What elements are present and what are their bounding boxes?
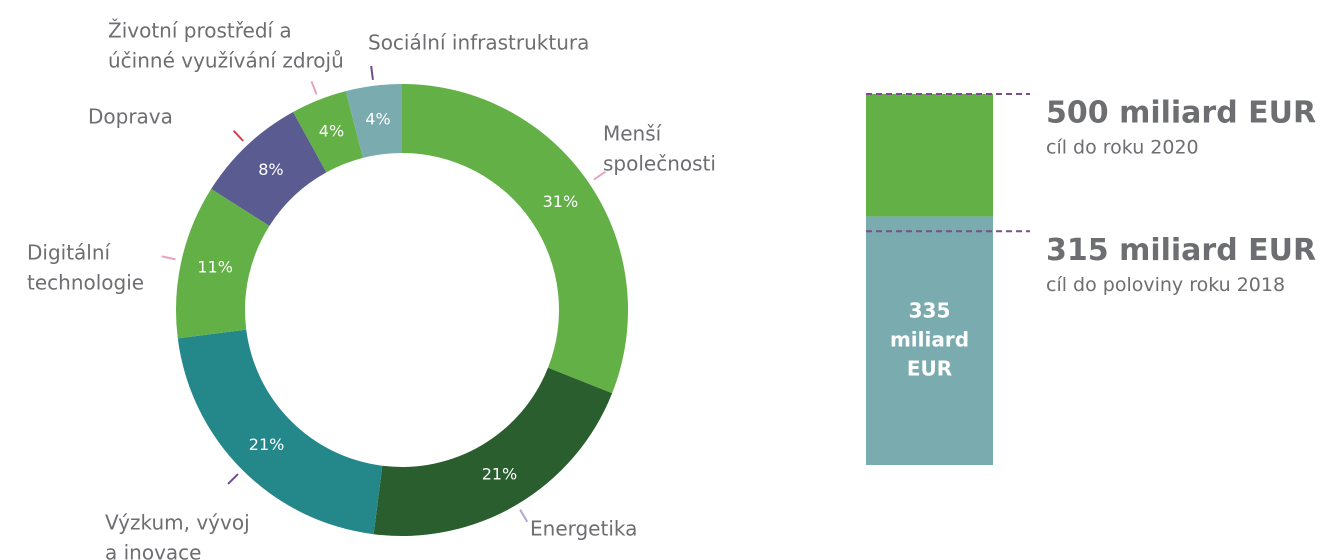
category-label: Menší: [603, 122, 663, 146]
category-label: technologie: [27, 271, 144, 295]
target-sublabel: cíl do poloviny roku 2018: [1046, 274, 1285, 296]
bar-segment: [866, 94, 993, 217]
category-label: a inovace: [105, 541, 201, 560]
category-label: Životní prostředí a: [108, 19, 292, 43]
donut-slice: [177, 329, 383, 535]
leader-tick: [227, 473, 239, 485]
leader-tick: [593, 170, 607, 181]
bar-value-label: 335 miliard EUR: [890, 298, 969, 380]
target-sublabel: cíl do roku 2020: [1046, 137, 1199, 159]
slice-value-label: 4%: [365, 110, 390, 129]
leader-tick: [370, 65, 374, 80]
category-label: společnosti: [603, 152, 716, 176]
donut-slice: [211, 111, 327, 226]
donut-slice: [373, 367, 613, 536]
slice-value-label: 31%: [543, 192, 579, 211]
category-label: Energetika: [530, 517, 637, 541]
donut-slice: [293, 91, 363, 173]
target-label: 315 miliard EUR: [1046, 233, 1316, 268]
category-label: účinné využívání zdrojů: [108, 49, 344, 73]
category-label: Výzkum, vývoj: [105, 511, 250, 535]
donut-slice: [345, 84, 402, 158]
slice-value-label: 11%: [197, 258, 233, 277]
slice-value-label: 21%: [482, 464, 518, 483]
leader-tick: [519, 509, 529, 523]
category-label: Doprava: [88, 105, 173, 129]
leader-tick: [161, 255, 176, 261]
slice-value-label: 8%: [258, 160, 283, 179]
category-label: Digitální: [27, 241, 112, 265]
target-label: 500 miliard EUR: [1046, 96, 1316, 131]
leader-tick: [232, 129, 244, 142]
donut-slice: [402, 84, 628, 394]
leader-tick: [310, 80, 318, 95]
donut-slice: [175, 188, 270, 339]
bar-segment: [866, 216, 993, 465]
slice-value-label: 4%: [319, 121, 344, 140]
category-label: Sociální infrastruktura: [368, 31, 589, 55]
slice-value-label: 21%: [249, 435, 285, 454]
